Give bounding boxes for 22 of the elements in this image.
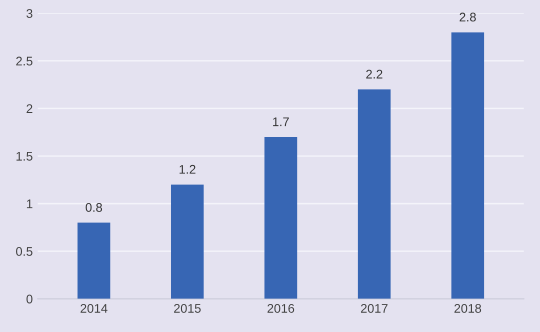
x-tick-label: 2017 bbox=[360, 304, 388, 313]
x-tick-label: 2018 bbox=[454, 304, 482, 313]
x-tick-label: 2016 bbox=[268, 304, 294, 313]
y-tick-label: 1.5 bbox=[16, 152, 32, 161]
bar bbox=[170, 184, 204, 299]
x-tick-label: 2015 bbox=[174, 304, 201, 313]
data-label: 2.8 bbox=[460, 12, 476, 22]
y-tick-label: 2.5 bbox=[16, 56, 32, 66]
y-tick-label: 3 bbox=[26, 9, 32, 18]
data-label: 0.8 bbox=[86, 203, 102, 212]
bar bbox=[451, 32, 484, 299]
y-tick-label: 2 bbox=[26, 104, 32, 113]
y-tick-label: 1 bbox=[26, 200, 32, 208]
bar bbox=[358, 89, 391, 299]
data-label: 1.7 bbox=[273, 117, 289, 126]
bar bbox=[264, 137, 298, 299]
data-label: 2.2 bbox=[366, 70, 382, 78]
y-tick-label: 0.5 bbox=[16, 247, 32, 256]
bar bbox=[78, 222, 110, 299]
y-tick-label: 0 bbox=[26, 294, 32, 304]
x-tick-label: 2014 bbox=[80, 304, 108, 313]
data-label: 1.2 bbox=[180, 164, 196, 174]
